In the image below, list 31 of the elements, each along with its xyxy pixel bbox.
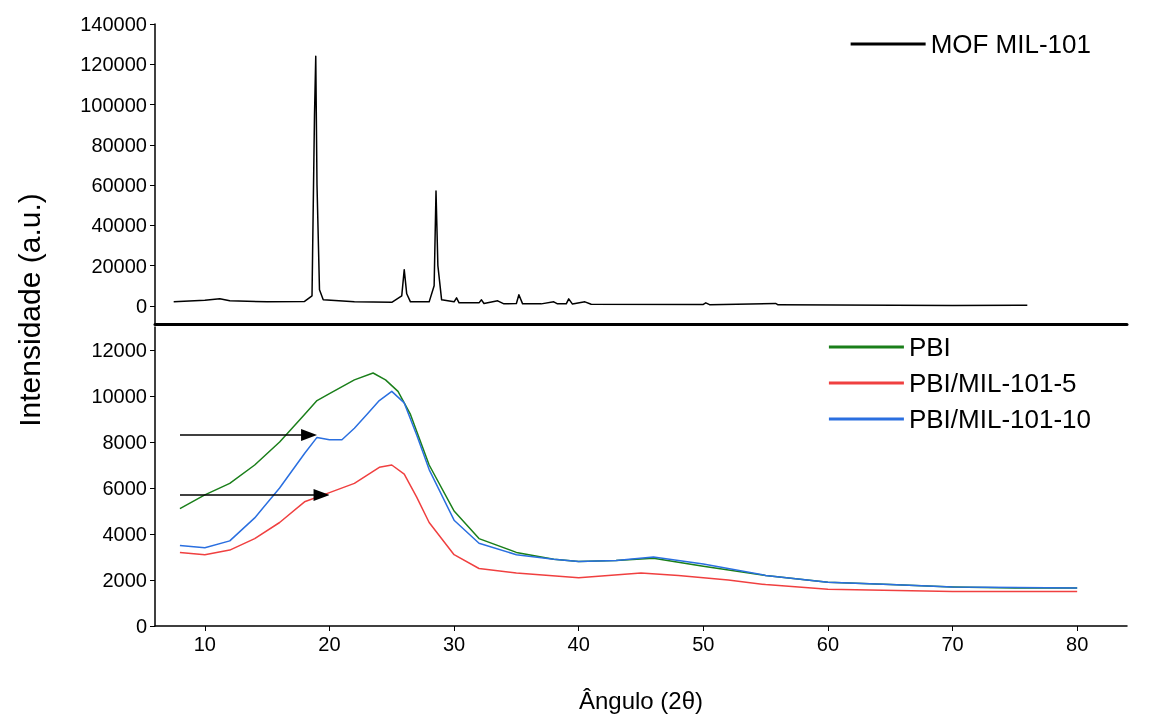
y-axis-title: Intensidade (a.u.) (13, 193, 47, 427)
y-tick-label: 8000 (102, 431, 147, 453)
x-tick-label: 50 (692, 633, 715, 655)
y-tick-label: 80000 (91, 133, 147, 156)
x-axis-title: Ângulo (2θ) (578, 686, 704, 714)
y-tick-label: 2000 (102, 569, 147, 591)
y-tick-label: 0 (135, 615, 147, 637)
legend-label: PBI/MIL-101-10 (908, 404, 1091, 434)
x-tick-label: 40 (567, 633, 590, 655)
legend-label: MOF MIL-101 (930, 29, 1092, 59)
legend-label: PBI (908, 332, 951, 362)
y-tick-label: 6000 (102, 477, 147, 499)
y-tick-label: 12000 (91, 339, 147, 361)
y-tick-label: 10000 (91, 385, 147, 407)
y-tick-label: 4000 (102, 523, 147, 545)
y-tick-label: 0 (135, 294, 147, 317)
y-tick-label: 120000 (80, 53, 147, 76)
x-tick-label: 70 (941, 633, 964, 655)
x-tick-label: 30 (442, 633, 466, 655)
line-series (172, 55, 1029, 307)
y-tick-label: 140000 (80, 13, 147, 35)
y-tick-label: 60000 (91, 174, 147, 197)
x-tick-label: 60 (816, 633, 840, 655)
y-tick-label: 100000 (80, 93, 147, 116)
x-tick-label: 80 (1066, 633, 1089, 655)
y-tick-label: 20000 (91, 254, 147, 277)
line-series (179, 464, 1078, 593)
y-tick-label: 40000 (91, 214, 147, 237)
x-tick-label: 20 (318, 633, 341, 655)
legend-label: PBI/MIL-101-5 (908, 368, 1077, 398)
x-tick-label: 10 (193, 633, 216, 655)
